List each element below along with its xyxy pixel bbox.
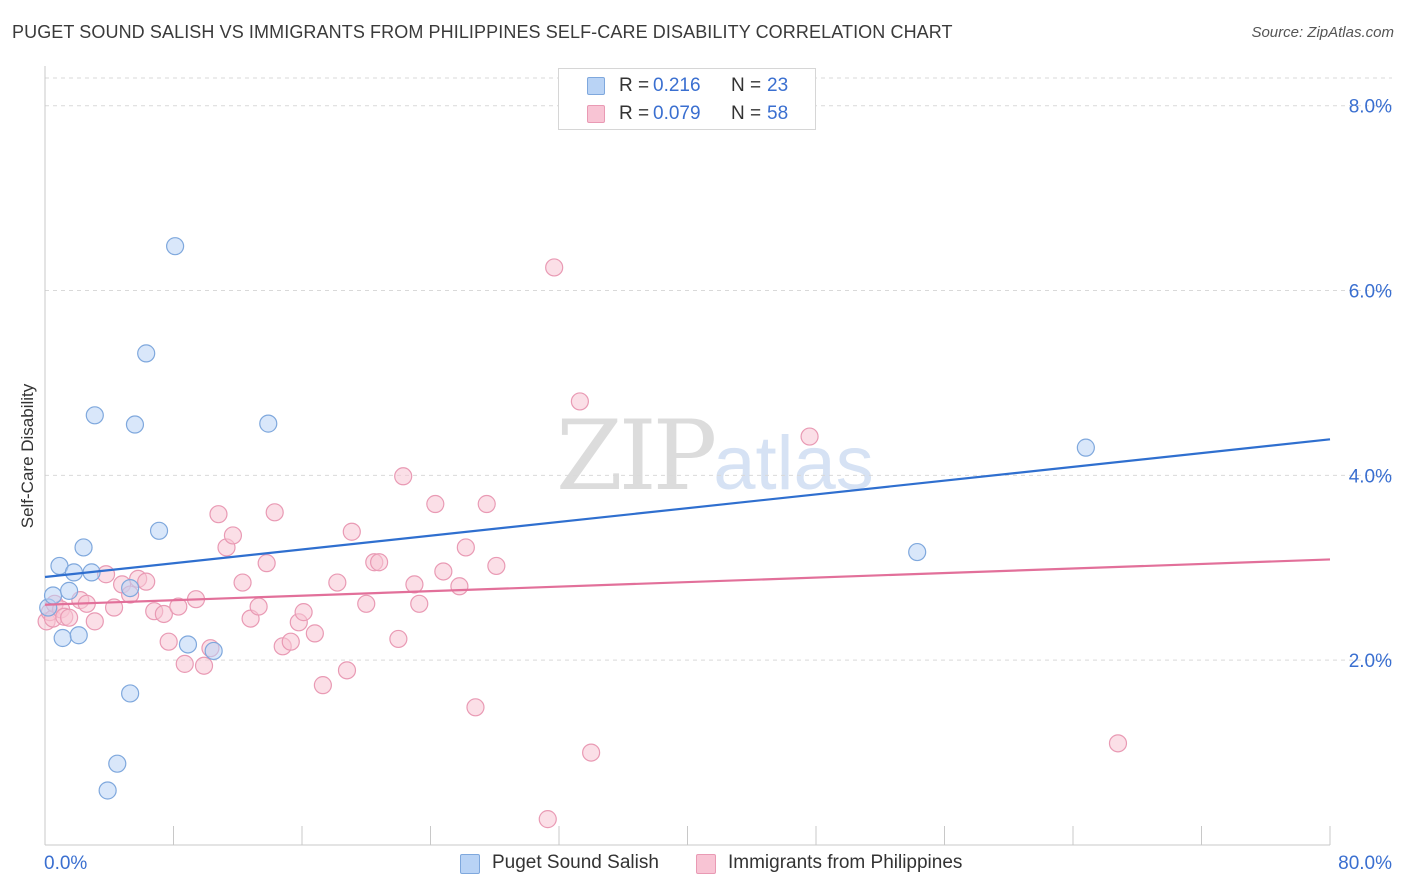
philippines-point	[477, 494, 496, 514]
watermark-zip: ZIP	[556, 400, 717, 512]
philippines-point	[394, 467, 413, 486]
salish-point	[59, 581, 79, 600]
trend-line	[44, 558, 1331, 606]
philippines-point	[249, 597, 268, 616]
source-credit: Source: ZipAtlas.com	[1251, 24, 1394, 41]
x-tick-label: 0.0%	[44, 853, 87, 874]
philippines-point	[456, 538, 475, 557]
philippines-point	[154, 604, 173, 624]
philippines-point	[59, 608, 79, 627]
philippines-point	[159, 632, 178, 651]
philippines-point	[265, 503, 284, 522]
salish-point	[137, 344, 156, 363]
legend-swatch-blue	[587, 77, 605, 95]
legend-r-value: 0.079	[653, 103, 701, 124]
philippines-point	[450, 577, 469, 596]
philippines-point	[281, 632, 300, 651]
salish-point	[125, 415, 145, 434]
philippines-point	[570, 392, 589, 411]
philippines-point	[337, 661, 357, 680]
philippines-point	[137, 572, 156, 591]
legend-n-label: N =	[731, 103, 762, 124]
philippines-point	[545, 258, 564, 277]
salish-point	[53, 628, 72, 648]
philippines-point	[305, 624, 324, 643]
philippines-point	[194, 656, 214, 675]
salish-point	[43, 586, 63, 605]
correlation-legend: R = 0.216 N = 23 R = 0.079 N = 58	[558, 68, 816, 130]
watermark: ZIPatlas	[556, 400, 874, 512]
axes	[44, 66, 1331, 846]
salish-point	[98, 781, 117, 800]
salish-point	[204, 641, 223, 661]
philippines-point	[410, 594, 429, 613]
salish-point	[908, 542, 927, 562]
philippines-point	[1108, 734, 1128, 753]
y-tick-label: 8.0%	[1349, 97, 1392, 118]
legend-swatch-pink	[587, 105, 605, 123]
legend-n-label: N =	[731, 75, 762, 96]
philippines-point	[389, 629, 408, 649]
legend-r-value: 0.216	[653, 75, 701, 96]
philippines-point	[328, 573, 347, 592]
salish-point	[166, 237, 185, 256]
salish-point	[85, 406, 104, 425]
legend-swatch-pink	[696, 854, 716, 874]
philippines-point	[209, 505, 228, 524]
series-legend: Puget Sound Salish Immigrants from Phili…	[0, 850, 1406, 878]
legend-n-value: 58	[767, 103, 789, 124]
philippines-point	[233, 573, 252, 592]
philippines-point	[370, 553, 389, 572]
philippines-point	[538, 810, 557, 829]
trend-line	[44, 438, 1331, 579]
legend-r-label: R =	[619, 75, 650, 96]
series-immigrants-from-philippines	[37, 258, 1128, 829]
philippines-point	[313, 676, 332, 695]
legend-label: Immigrants from Philippines	[728, 852, 963, 873]
salish-point	[121, 579, 140, 598]
trend-lines	[44, 438, 1331, 606]
philippines-point	[582, 743, 601, 762]
y-tick-label: 2.0%	[1349, 651, 1392, 672]
y-tick-label: 4.0%	[1349, 466, 1392, 487]
salish-point	[121, 684, 140, 703]
philippines-point	[800, 427, 819, 446]
salish-point	[1076, 438, 1095, 457]
philippines-point	[357, 594, 376, 613]
philippines-point	[257, 554, 276, 573]
philippines-point	[487, 556, 506, 576]
philippines-point	[466, 698, 485, 717]
philippines-point	[342, 522, 361, 541]
philippines-point	[426, 494, 445, 514]
salish-point	[149, 521, 169, 540]
salish-point	[69, 626, 88, 645]
salish-point	[178, 635, 198, 654]
salish-point	[259, 414, 278, 433]
legend-label: Puget Sound Salish	[492, 852, 659, 873]
chart-title: PUGET SOUND SALISH VS IMMIGRANTS FROM PH…	[12, 22, 953, 42]
salish-point	[108, 754, 127, 773]
y-tick-label: 6.0%	[1349, 282, 1392, 303]
salish-point	[74, 538, 93, 557]
philippines-point	[405, 575, 424, 594]
philippines-point	[223, 526, 243, 545]
tick-labels: 2.0% 4.0% 6.0% 8.0% 0.0% 80.0%	[44, 97, 1392, 874]
legend-r-label: R =	[619, 103, 650, 124]
philippines-point	[294, 603, 313, 622]
x-tick-label: 80.0%	[1338, 853, 1392, 874]
legend-swatch-blue	[460, 854, 480, 874]
legend-n-value: 23	[767, 75, 789, 96]
y-axis-label: Self-Care Disability	[18, 383, 37, 529]
grid-lines	[45, 77, 1392, 661]
philippines-point	[85, 612, 104, 631]
philippines-point	[434, 562, 453, 581]
philippines-point	[175, 654, 194, 673]
philippines-point	[169, 597, 188, 616]
series-puget-sound-salish	[39, 237, 1095, 800]
